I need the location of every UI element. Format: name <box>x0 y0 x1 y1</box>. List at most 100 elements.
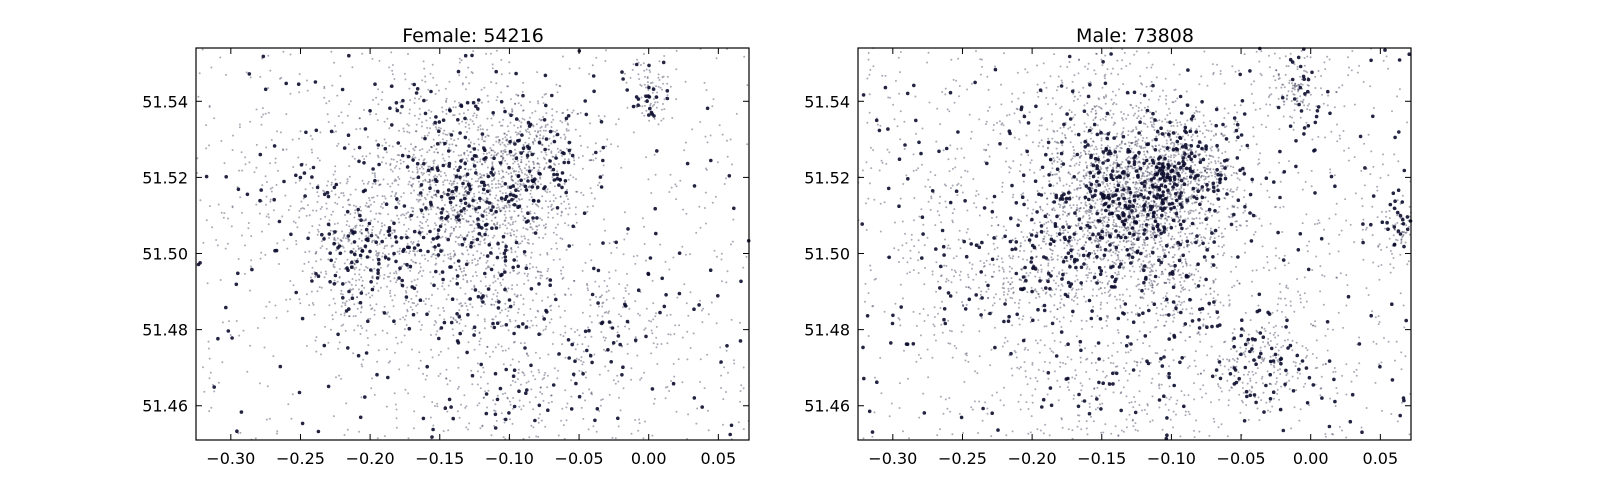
data-point <box>550 394 553 397</box>
data-point <box>605 49 607 52</box>
data-point <box>476 217 480 221</box>
data-point <box>692 307 696 312</box>
data-point <box>239 196 242 199</box>
data-point <box>392 254 395 257</box>
data-point <box>598 373 601 376</box>
data-point <box>494 209 498 214</box>
data-point <box>501 159 504 162</box>
data-point <box>453 214 456 217</box>
data-point <box>267 87 270 89</box>
data-point <box>368 249 372 254</box>
data-point <box>486 287 491 291</box>
data-point <box>459 268 462 271</box>
data-point <box>439 127 442 130</box>
data-point <box>367 292 370 295</box>
data-point <box>358 278 361 281</box>
data-point <box>510 197 514 202</box>
data-point <box>376 255 379 258</box>
data-point <box>471 261 474 264</box>
data-point <box>595 295 598 298</box>
data-point <box>715 255 718 258</box>
data-point <box>423 172 425 175</box>
data-point <box>1238 393 1241 396</box>
data-point <box>402 204 407 208</box>
data-point <box>504 248 508 252</box>
data-point <box>473 112 476 115</box>
data-point <box>498 172 501 175</box>
data-point <box>529 170 532 173</box>
data-point <box>506 162 509 165</box>
data-point <box>358 415 363 420</box>
data-point <box>1100 144 1103 147</box>
data-point <box>1072 92 1075 95</box>
data-point <box>513 140 516 143</box>
data-point <box>643 243 646 245</box>
data-point <box>1115 298 1118 301</box>
data-point <box>546 270 549 273</box>
data-point <box>375 303 378 306</box>
data-point <box>681 381 684 384</box>
data-point <box>673 375 676 378</box>
data-point <box>655 325 658 328</box>
data-point <box>418 167 421 170</box>
data-point <box>527 143 530 145</box>
data-point <box>514 102 516 105</box>
data-point <box>1145 190 1148 193</box>
data-point <box>1154 326 1157 329</box>
data-point <box>456 182 459 185</box>
data-point <box>490 154 493 157</box>
data-point <box>1015 356 1018 359</box>
data-point <box>472 221 475 224</box>
data-point <box>394 403 397 406</box>
data-point <box>567 129 570 132</box>
data-point <box>575 178 577 181</box>
data-point <box>496 295 498 298</box>
data-point <box>535 134 538 137</box>
data-point <box>391 170 394 173</box>
data-point <box>544 223 547 226</box>
data-point <box>644 104 646 107</box>
data-point <box>1153 263 1156 266</box>
data-point <box>292 220 295 223</box>
data-point <box>308 304 311 307</box>
data-point <box>561 343 564 346</box>
data-point <box>369 304 372 307</box>
data-point <box>531 266 534 269</box>
data-point <box>315 209 318 212</box>
data-point <box>378 251 381 254</box>
data-point <box>465 305 468 307</box>
data-point <box>340 305 343 308</box>
data-point <box>487 234 490 237</box>
data-point <box>634 300 637 303</box>
data-point <box>716 161 719 164</box>
data-point <box>740 384 743 387</box>
data-point <box>394 166 396 169</box>
data-point <box>489 209 492 212</box>
data-point <box>604 229 606 232</box>
data-point <box>309 167 312 170</box>
data-point <box>442 430 445 433</box>
data-point <box>336 144 339 147</box>
data-point <box>494 315 497 318</box>
data-point <box>542 156 545 159</box>
data-point <box>653 98 655 100</box>
data-point <box>532 374 535 377</box>
data-point <box>1168 398 1171 401</box>
data-point <box>1309 93 1312 96</box>
data-point <box>393 229 396 232</box>
data-point <box>435 148 438 150</box>
data-point <box>526 128 529 130</box>
data-point <box>634 62 639 67</box>
data-point <box>360 396 363 399</box>
data-point <box>596 301 600 305</box>
data-point <box>1169 142 1172 145</box>
data-point <box>498 386 503 391</box>
data-point <box>506 138 509 141</box>
data-point <box>509 320 512 323</box>
data-point <box>1052 184 1055 187</box>
data-point <box>638 422 641 425</box>
data-point <box>434 320 437 322</box>
data-point <box>268 417 271 420</box>
data-point <box>456 173 459 176</box>
data-point <box>311 225 314 228</box>
